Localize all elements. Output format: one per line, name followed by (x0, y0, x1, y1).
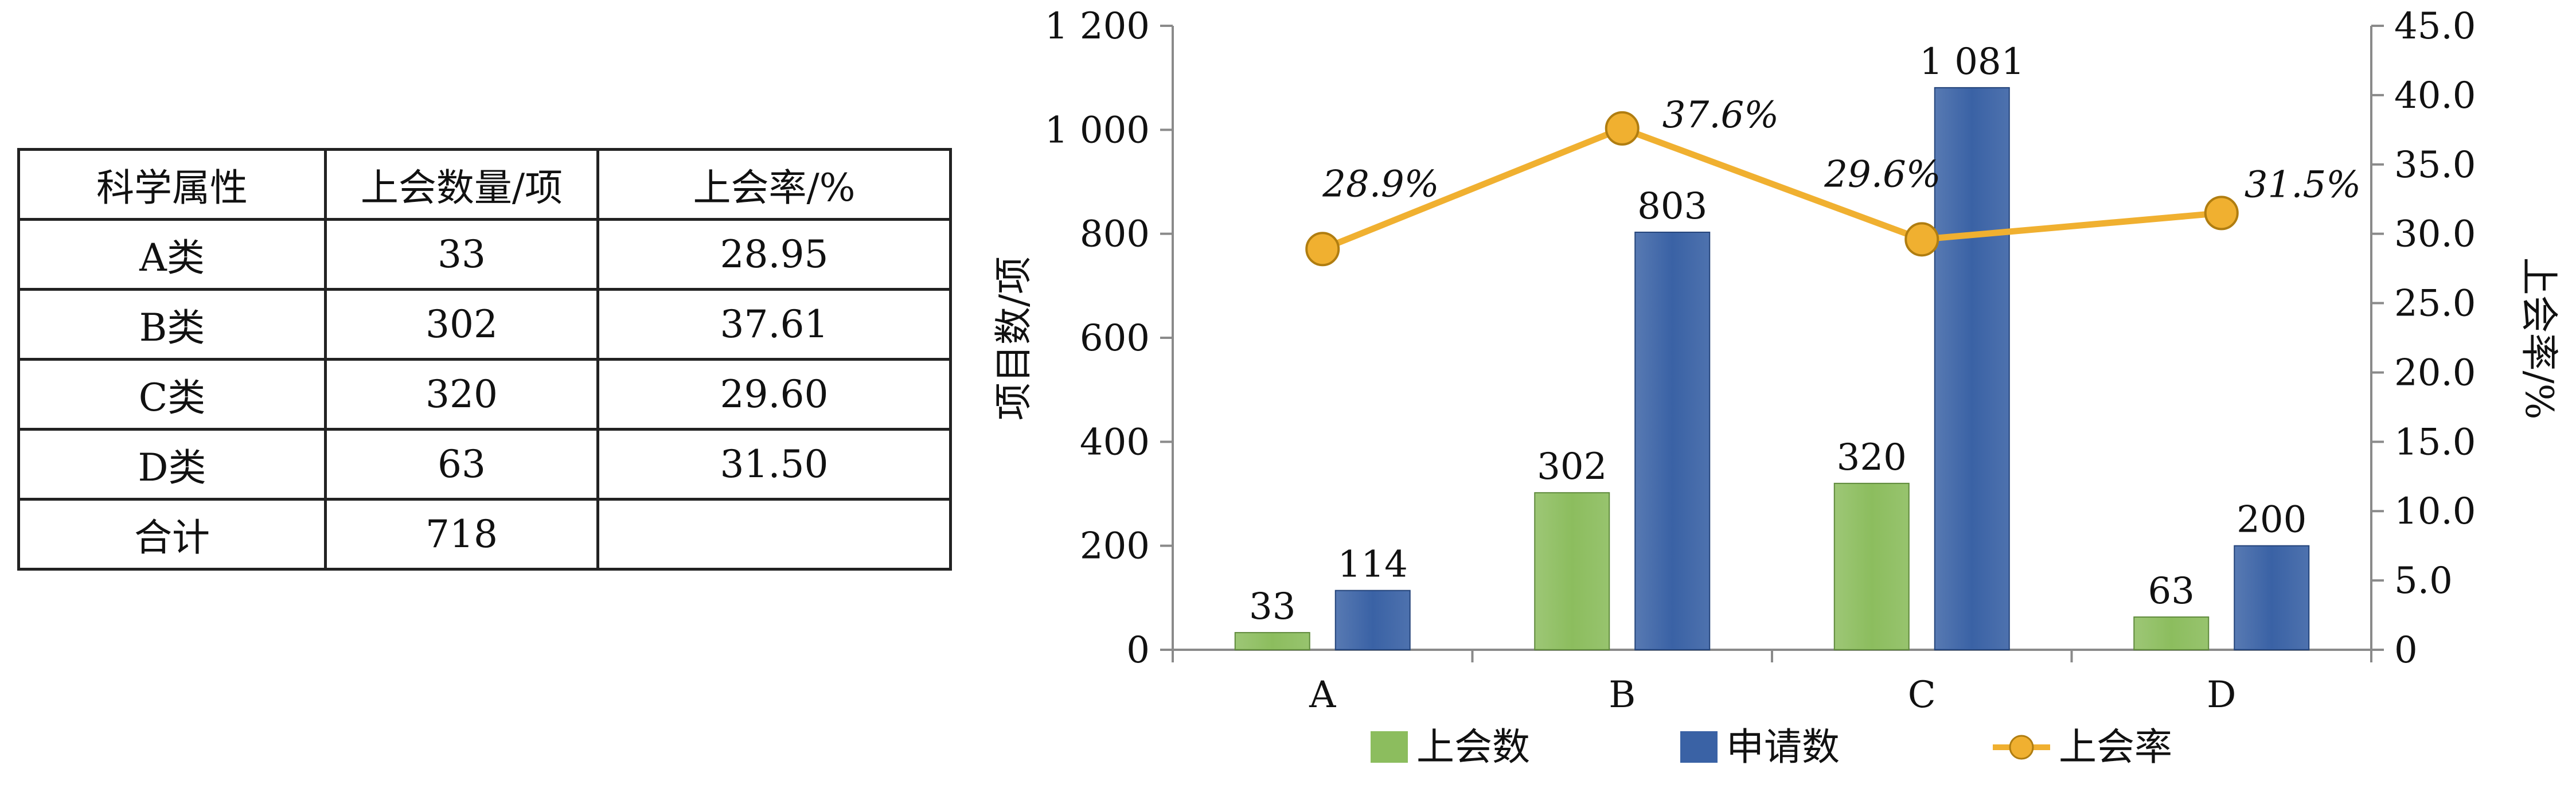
rate-data-label: 37.6% (1662, 94, 1779, 136)
table-cell: 合计 (17, 498, 327, 571)
chart-axes: 0 200 400 600 800 1 000 1 200 0 5.0 10.0 15.0 20.0 2… (992, 5, 2561, 716)
y2-tick-label: 15.0 (2394, 421, 2476, 463)
table-cell: 37.61 (596, 288, 952, 361)
legend-label: 上会率 (2059, 725, 2172, 769)
table-cell: A类 (17, 218, 327, 291)
legend-swatch (1680, 731, 1718, 763)
y-tick-label: 0 (1126, 629, 1150, 672)
rate-point (1904, 222, 1939, 257)
rate-point (1305, 232, 1340, 267)
table-row: 合计 718 (17, 498, 952, 571)
bar-data-label: 803 (1637, 185, 1707, 228)
legend-label: 上会数 (1416, 725, 1530, 769)
rate-point (1605, 111, 1640, 146)
table-header-cell: 上会数量/项 (324, 148, 599, 221)
bar-shanghui (1234, 632, 1310, 650)
bar-data-label: 320 (1837, 436, 1907, 479)
y-tick-label: 800 (1080, 213, 1150, 256)
legend: 上会数 申请数 上会率 (1371, 725, 2172, 769)
bar-shanghui (1833, 482, 1910, 650)
data-table: 科学属性 上会数量/项 上会率/% A类 33 28.95 B类 302 37.… (17, 148, 952, 571)
table-cell: 63 (324, 428, 599, 501)
y-tick-label: 1 000 (1045, 109, 1150, 151)
rate-data-label: 29.6% (1824, 153, 1941, 196)
table-row: C类 320 29.60 (17, 358, 952, 431)
legend-swatch (1371, 731, 1408, 763)
bar-shenqing (2234, 545, 2310, 651)
table-cell: D类 (17, 428, 327, 501)
y2-tick-label: 30.0 (2394, 213, 2476, 256)
table-header-row: 科学属性 上会数量/项 上会率/% (17, 148, 952, 221)
rate-data-label: 31.5% (2245, 163, 2361, 206)
data-labels: 33 114 302 803 320 1 081 63 200 28.9% 37.6% 29.6% 3… (1249, 41, 2361, 628)
x-tick-label: B (1609, 674, 1636, 716)
bar-data-label: 63 (2148, 570, 2195, 612)
table-cell (596, 498, 952, 571)
y2-tick-label: 5.0 (2394, 560, 2453, 602)
x-tick-label: A (1309, 674, 1336, 716)
bar-data-label: 302 (1537, 446, 1607, 488)
rate-line (1321, 125, 2222, 252)
table-header-cell: 上会率/% (596, 148, 952, 221)
y-tick-label: 1 200 (1045, 5, 1150, 48)
y-axis-title: 项目数/项 (992, 256, 1036, 420)
y2-tick-label: 0 (2394, 629, 2418, 672)
y2-tick-label: 25.0 (2394, 283, 2476, 325)
bar-shenqing (1334, 590, 1411, 651)
bar-series (1234, 87, 2310, 651)
table-cell: C类 (17, 358, 327, 431)
legend-label: 申请数 (1726, 725, 1840, 769)
x-tick-label: C (1908, 674, 1936, 716)
table-cell: 718 (324, 498, 599, 571)
table-cell: 320 (324, 358, 599, 431)
rate-series (1305, 111, 2239, 267)
y2-tick-label: 35.0 (2394, 144, 2476, 186)
y2-tick-label: 45.0 (2394, 5, 2476, 48)
table-row: A类 33 28.95 (17, 218, 952, 291)
bar-data-label: 33 (1249, 586, 1295, 628)
y-tick-label: 200 (1080, 525, 1150, 568)
rate-point (2204, 196, 2239, 231)
legend-marker (2009, 735, 2034, 760)
y2-tick-label: 40.0 (2394, 75, 2476, 117)
y-tick-label: 600 (1080, 317, 1150, 360)
table-header-cell: 科学属性 (17, 148, 327, 221)
bar-shanghui (2133, 616, 2210, 651)
y2-axis-title: 上会率/% (2517, 258, 2561, 420)
bar-data-label: 1 081 (1919, 41, 2024, 83)
bar-data-label: 200 (2237, 499, 2306, 541)
table-cell: 31.50 (596, 428, 952, 501)
table-cell: 29.60 (596, 358, 952, 431)
bar-shenqing (1934, 87, 2010, 651)
bar-shenqing (1634, 231, 1711, 650)
table-cell: 33 (324, 218, 599, 291)
rate-data-label: 28.9% (1322, 163, 1439, 205)
table-row: B类 302 37.61 (17, 288, 952, 361)
bar-shanghui (1534, 492, 1610, 650)
y-tick-label: 400 (1080, 421, 1150, 463)
table-cell: 302 (324, 288, 599, 361)
x-tick-label: D (2207, 674, 2236, 716)
bar-data-label: 114 (1338, 544, 1408, 586)
table-row: D类 63 31.50 (17, 428, 952, 501)
table-cell: B类 (17, 288, 327, 361)
table-cell: 28.95 (596, 218, 952, 291)
y2-tick-label: 20.0 (2394, 352, 2476, 394)
y2-tick-label: 10.0 (2394, 490, 2476, 533)
